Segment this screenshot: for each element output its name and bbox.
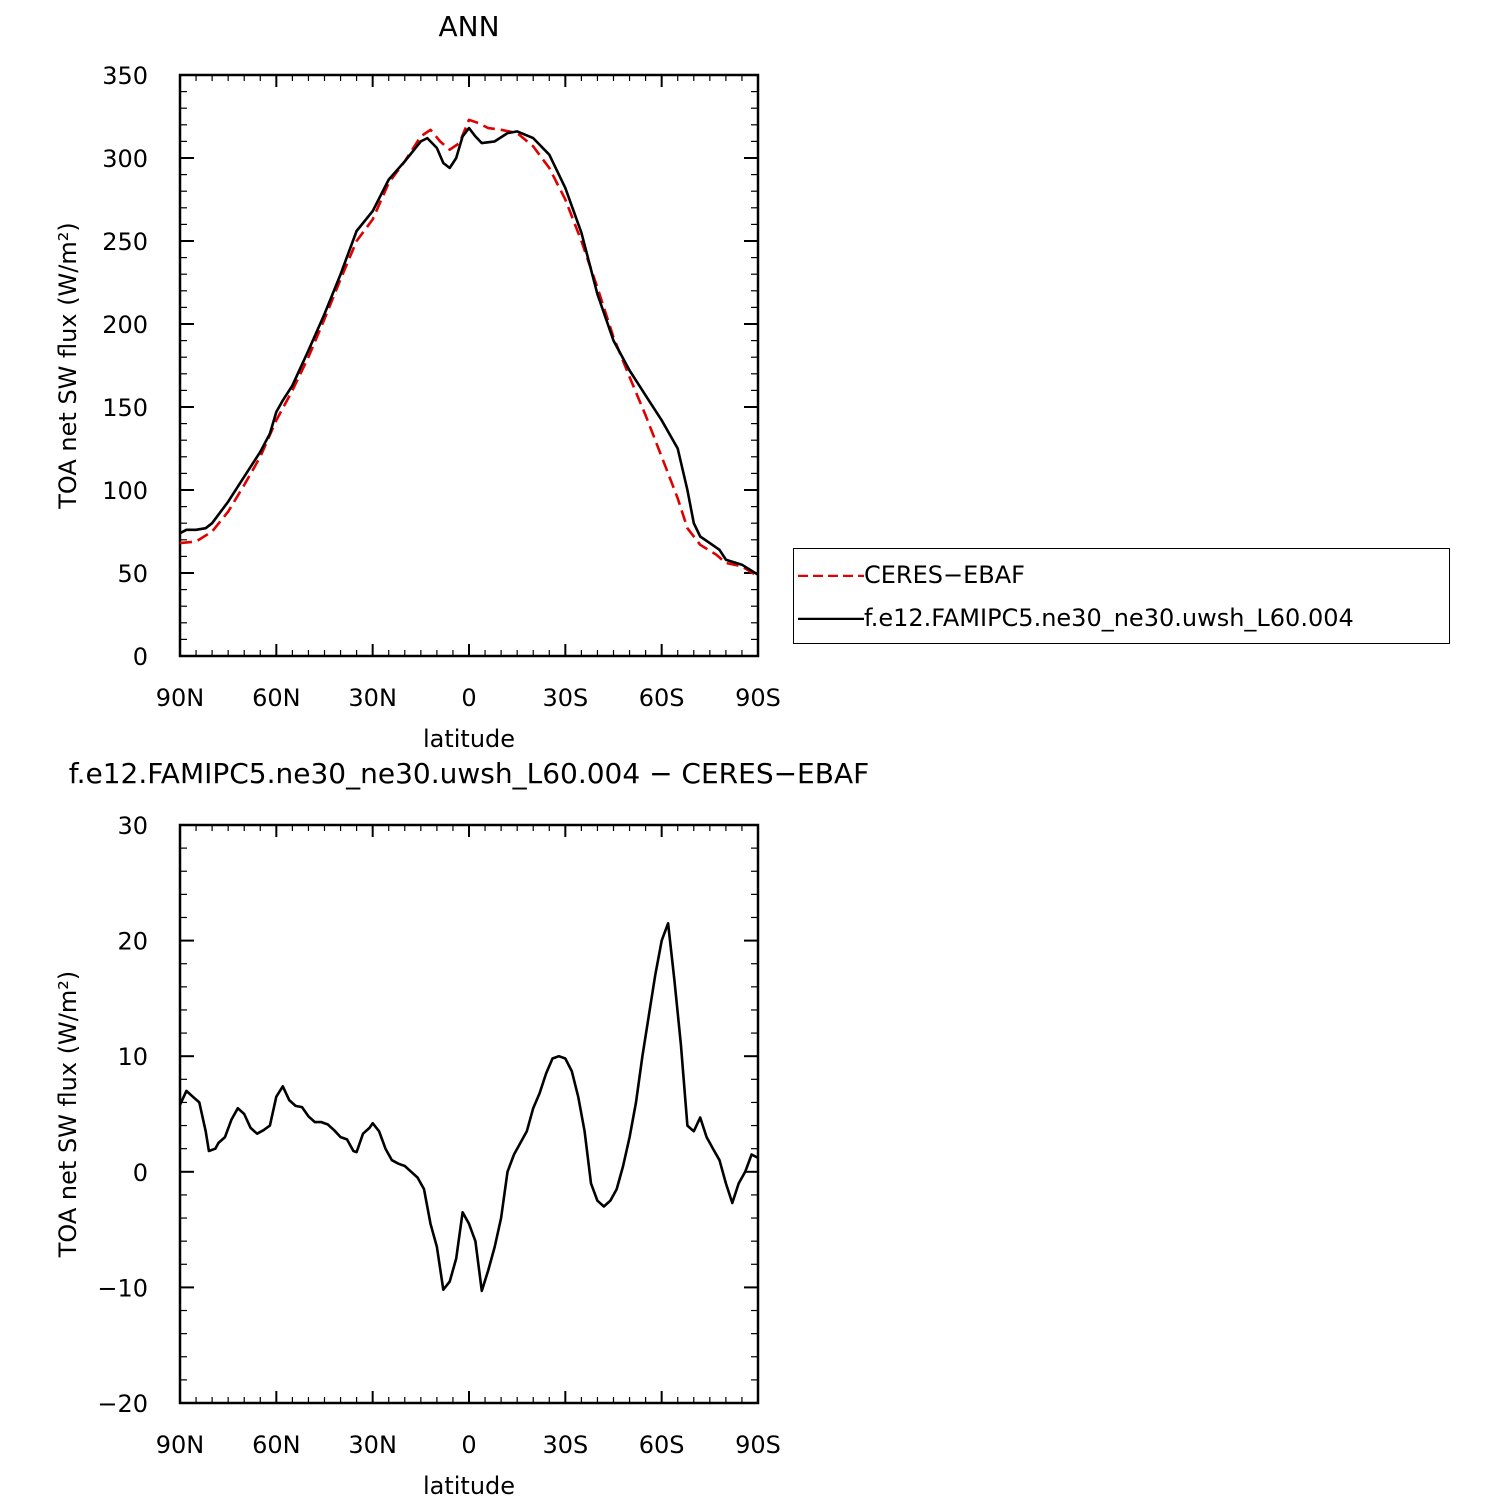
panel-top: ANN latitude TOA net SW flux (W/m²) 90N 6… — [54, 10, 781, 753]
legend-label: f.e12.FAMIPC5.ne30_ne30.uwsh_L60.004 — [864, 604, 1354, 632]
y-tick-label: 0 — [133, 1159, 148, 1187]
y-tick-label: 0 — [133, 643, 148, 671]
chart-title: ANN — [438, 10, 499, 43]
x-tick-label: 90N — [156, 684, 205, 712]
y-tick-label: 250 — [102, 228, 148, 256]
plot-frame — [178, 73, 760, 658]
x-tick-label: 60S — [639, 684, 685, 712]
x-tick-label: 30N — [348, 684, 397, 712]
x-tick-label: 90S — [735, 684, 781, 712]
x-tick-label: 30S — [542, 1431, 588, 1459]
series-line-0 — [178, 922, 759, 1293]
y-tick-label: 50 — [117, 560, 148, 588]
y-tick-label: 300 — [102, 145, 148, 173]
legend-item-model: f.e12.FAMIPC5.ne30_ne30.uwsh_L60.004 — [798, 603, 1354, 633]
chart-title: f.e12.FAMIPC5.ne30_ne30.uwsh_L60.004 − C… — [69, 757, 869, 790]
legend-swatch-solid — [798, 617, 864, 620]
y-axis-label: TOA net SW flux (W/m²) — [54, 222, 82, 510]
x-tick-label: 30N — [348, 1431, 397, 1459]
y-tick-label: 150 — [102, 394, 148, 422]
series-line-0 — [179, 118, 759, 578]
legend: CERES−EBAF f.e12.FAMIPC5.ne30_ne30.uwsh_… — [793, 548, 1450, 644]
x-axis-label: latitude — [423, 1472, 515, 1500]
y-tick-label: 30 — [117, 812, 148, 840]
y-tick-label: 20 — [117, 928, 148, 956]
y-axis-label: TOA net SW flux (W/m²) — [54, 971, 82, 1259]
y-tick-label: 10 — [117, 1043, 148, 1071]
x-tick-label: 60S — [639, 1431, 685, 1459]
y-tick-label: −10 — [97, 1274, 148, 1302]
x-tick-label: 30S — [542, 684, 588, 712]
x-tick-label: 90S — [735, 1431, 781, 1459]
panel-bottom: f.e12.FAMIPC5.ne30_ne30.uwsh_L60.004 − C… — [54, 757, 869, 1500]
x-tick-label: 0 — [461, 1431, 476, 1459]
x-tick-label: 90N — [156, 1431, 205, 1459]
x-axis-label: latitude — [423, 725, 515, 753]
y-tick-label: −20 — [97, 1390, 148, 1418]
legend-item-ceres: CERES−EBAF — [798, 560, 1025, 590]
plot-frame — [178, 823, 760, 1405]
x-tick-label: 60N — [252, 1431, 301, 1459]
x-tick-label: 0 — [461, 684, 476, 712]
y-tick-label: 350 — [102, 62, 148, 90]
legend-label: CERES−EBAF — [864, 561, 1025, 589]
series-line-1 — [179, 126, 759, 576]
legend-swatch-dashed — [798, 574, 864, 577]
x-tick-label: 60N — [252, 684, 301, 712]
y-tick-label: 100 — [102, 477, 148, 505]
y-tick-label: 200 — [102, 311, 148, 339]
